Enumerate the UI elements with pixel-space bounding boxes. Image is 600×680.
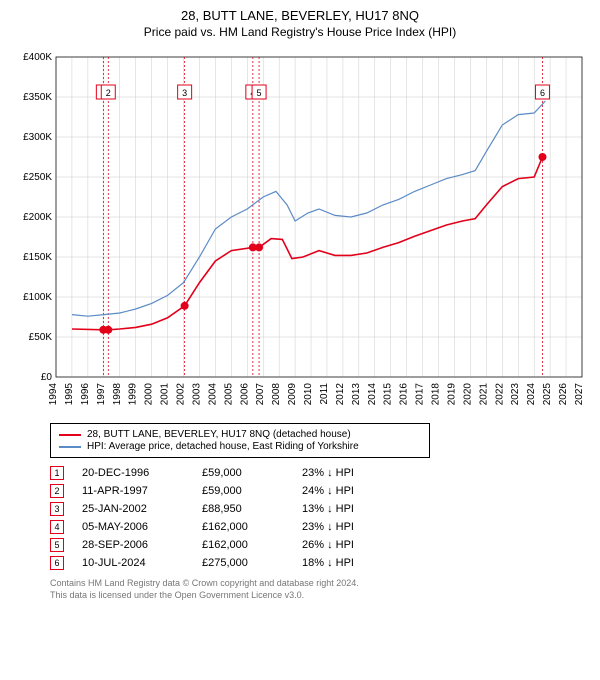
svg-text:2015: 2015 <box>383 383 394 406</box>
tx-price: £59,000 <box>202 467 302 479</box>
svg-text:6: 6 <box>540 88 545 98</box>
tx-delta: 23% ↓ HPI <box>302 467 412 479</box>
svg-text:2: 2 <box>106 88 111 98</box>
tx-price: £162,000 <box>202 539 302 551</box>
svg-text:2016: 2016 <box>399 383 410 406</box>
tx-marker: 2 <box>50 484 64 498</box>
svg-text:£0: £0 <box>41 372 53 383</box>
svg-text:2022: 2022 <box>494 383 505 406</box>
tx-date: 10-JUL-2024 <box>82 557 202 569</box>
tx-delta: 23% ↓ HPI <box>302 521 412 533</box>
svg-text:2019: 2019 <box>446 383 457 406</box>
tx-marker: 4 <box>50 520 64 534</box>
svg-text:2003: 2003 <box>191 383 202 406</box>
legend-swatch-blue <box>59 446 81 448</box>
tx-date: 25-JAN-2002 <box>82 503 202 515</box>
svg-text:2005: 2005 <box>223 383 234 406</box>
transaction-row: 4 05-MAY-2006£162,00023% ↓ HPI <box>50 520 590 534</box>
svg-text:£150K: £150K <box>23 252 52 263</box>
svg-text:3: 3 <box>182 88 187 98</box>
footer-attribution: Contains HM Land Registry data © Crown c… <box>50 578 590 601</box>
svg-text:1996: 1996 <box>80 383 91 406</box>
svg-text:1994: 1994 <box>48 383 59 406</box>
svg-text:£250K: £250K <box>23 172 52 183</box>
svg-text:2012: 2012 <box>335 383 346 406</box>
svg-text:2006: 2006 <box>239 383 250 406</box>
tx-price: £162,000 <box>202 521 302 533</box>
svg-text:£200K: £200K <box>23 212 52 223</box>
svg-text:2008: 2008 <box>271 383 282 406</box>
tx-delta: 26% ↓ HPI <box>302 539 412 551</box>
svg-text:£100K: £100K <box>23 292 52 303</box>
tx-marker: 1 <box>50 466 64 480</box>
tx-date: 20-DEC-1996 <box>82 467 202 479</box>
tx-marker: 5 <box>50 538 64 552</box>
legend-row-blue: HPI: Average price, detached house, East… <box>59 441 421 452</box>
svg-text:2020: 2020 <box>462 383 473 406</box>
svg-text:£400K: £400K <box>23 52 52 63</box>
svg-text:2004: 2004 <box>207 383 218 406</box>
footer-line2: This data is licensed under the Open Gov… <box>50 590 590 602</box>
tx-marker: 3 <box>50 502 64 516</box>
svg-text:2014: 2014 <box>367 383 378 406</box>
transactions-table: 120-DEC-1996£59,00023% ↓ HPI211-APR-1997… <box>50 466 590 570</box>
chart-subtitle: Price paid vs. HM Land Registry's House … <box>10 25 590 39</box>
legend-label-red: 28, BUTT LANE, BEVERLEY, HU17 8NQ (detac… <box>87 429 351 440</box>
svg-text:2017: 2017 <box>415 383 426 406</box>
svg-text:2026: 2026 <box>558 383 569 406</box>
tx-delta: 24% ↓ HPI <box>302 485 412 497</box>
svg-text:£300K: £300K <box>23 132 52 143</box>
svg-text:£50K: £50K <box>29 332 53 343</box>
tx-price: £275,000 <box>202 557 302 569</box>
tx-date: 05-MAY-2006 <box>82 521 202 533</box>
price-chart: £0 £50K £100K £150K £200K £250K £300K £350K £400… <box>10 47 590 417</box>
svg-text:2000: 2000 <box>144 383 155 406</box>
legend: 28, BUTT LANE, BEVERLEY, HU17 8NQ (detac… <box>50 423 430 458</box>
tx-date: 28-SEP-2006 <box>82 539 202 551</box>
svg-text:2027: 2027 <box>574 383 585 406</box>
svg-text:2010: 2010 <box>303 383 314 406</box>
chart-title: 28, BUTT LANE, BEVERLEY, HU17 8NQ <box>10 8 590 23</box>
transaction-row: 2 11-APR-1997£59,00024% ↓ HPI <box>50 484 590 498</box>
transaction-row: 6 10-JUL-2024£275,00018% ↓ HPI <box>50 556 590 570</box>
svg-text:1998: 1998 <box>112 383 123 406</box>
legend-row-red: 28, BUTT LANE, BEVERLEY, HU17 8NQ (detac… <box>59 429 421 440</box>
chart-svg: £0 £50K £100K £150K £200K £250K £300K £350K £400… <box>10 47 590 417</box>
transaction-row: 3 25-JAN-2002£88,95013% ↓ HPI <box>50 502 590 516</box>
svg-text:2001: 2001 <box>160 383 171 406</box>
transaction-row: 5 28-SEP-2006£162,00026% ↓ HPI <box>50 538 590 552</box>
svg-text:2024: 2024 <box>526 383 537 406</box>
svg-text:1999: 1999 <box>128 383 139 406</box>
svg-text:£350K: £350K <box>23 92 52 103</box>
svg-text:2013: 2013 <box>351 383 362 406</box>
tx-delta: 18% ↓ HPI <box>302 557 412 569</box>
svg-text:1997: 1997 <box>96 383 107 406</box>
svg-text:2009: 2009 <box>287 383 298 406</box>
svg-text:2007: 2007 <box>255 383 266 406</box>
footer-line1: Contains HM Land Registry data © Crown c… <box>50 578 590 590</box>
svg-text:1995: 1995 <box>64 383 75 406</box>
tx-price: £59,000 <box>202 485 302 497</box>
svg-text:2021: 2021 <box>478 383 489 406</box>
svg-text:5: 5 <box>257 88 262 98</box>
legend-label-blue: HPI: Average price, detached house, East… <box>87 441 359 452</box>
svg-text:2023: 2023 <box>510 383 521 406</box>
tx-delta: 13% ↓ HPI <box>302 503 412 515</box>
svg-text:2011: 2011 <box>319 383 330 405</box>
svg-text:2002: 2002 <box>176 383 187 406</box>
svg-text:2025: 2025 <box>542 383 553 406</box>
transaction-row: 1 20-DEC-1996£59,00023% ↓ HPI <box>50 466 590 480</box>
svg-text:2018: 2018 <box>431 383 442 406</box>
legend-swatch-red <box>59 434 81 436</box>
tx-marker: 6 <box>50 556 64 570</box>
tx-date: 11-APR-1997 <box>82 485 202 497</box>
tx-price: £88,950 <box>202 503 302 515</box>
